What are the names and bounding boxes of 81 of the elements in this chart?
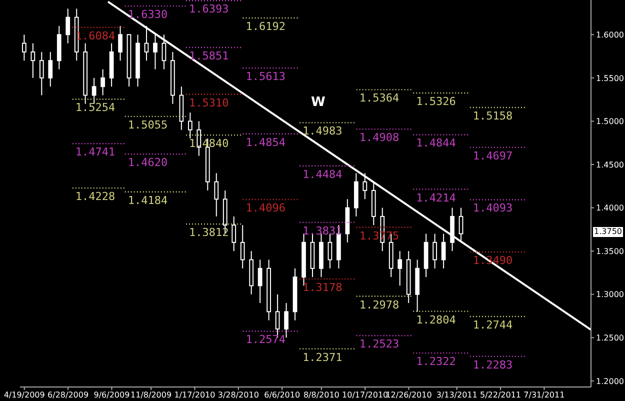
- candlestick: [188, 112, 192, 140]
- annotation: W: [310, 95, 326, 110]
- candlestick: [398, 250, 402, 286]
- candlestick: [39, 51, 44, 96]
- series-label: 1.2744: [472, 318, 514, 332]
- candlestick: [458, 207, 464, 243]
- series-label: 1.4697: [472, 149, 513, 162]
- candlestick: [92, 77, 96, 104]
- candlestick: [328, 233, 332, 269]
- candlestick: [232, 216, 236, 252]
- series-label: 1.4844: [416, 136, 456, 150]
- y-tick-label: 1.3500: [596, 246, 624, 256]
- candlestick: [144, 25, 149, 62]
- series-label: 1.3178: [302, 280, 342, 294]
- candlestick: [258, 259, 262, 304]
- candlestick: [432, 233, 437, 269]
- series-label: 1.4093: [472, 202, 513, 215]
- candlestick: [214, 172, 219, 217]
- series-label: 1.5364: [359, 92, 400, 105]
- series-label: 1.4484: [302, 168, 343, 181]
- y-tick-label: 1.4500: [596, 160, 624, 170]
- series-label: 1.5326: [416, 94, 456, 108]
- y-tick-label: 1.5000: [596, 117, 624, 126]
- series-label: 1.4096: [246, 201, 286, 214]
- x-tick-label: 12/26/2010: [386, 390, 432, 400]
- x-tick-label: 7/31/2011: [524, 390, 565, 400]
- candlestick: [240, 224, 245, 269]
- series-label: 1.4620: [128, 156, 168, 170]
- candlestick: [22, 34, 26, 62]
- series-label: 1.5613: [246, 70, 286, 84]
- x-tick-label: 10/17/2010: [342, 390, 388, 400]
- series-label: 1.2371: [302, 350, 342, 364]
- y-tick-label: 1.2000: [596, 376, 624, 386]
- candlestick: [162, 34, 166, 70]
- series-label: 1.4983: [302, 124, 342, 138]
- series-label: 1.4854: [246, 136, 286, 149]
- series-label: 1.4214: [416, 191, 456, 204]
- series-label: 1.6192: [246, 20, 286, 34]
- series-label: 1.2574: [246, 333, 286, 346]
- candlestick: [118, 25, 122, 62]
- candlestick: [66, 8, 70, 44]
- candlestick: [100, 68, 105, 96]
- series-label: 1.4908: [359, 131, 400, 144]
- series-label: 1.2283: [472, 358, 513, 372]
- series-label: 1.5055: [128, 118, 168, 132]
- y-tick-label: 1.3000: [596, 290, 624, 300]
- candlestick: [284, 302, 288, 338]
- y-tick-label: 1.2500: [596, 333, 624, 342]
- series-label: 1.5851: [188, 50, 229, 63]
- x-tick-label: 9/6/2009: [94, 390, 130, 400]
- series-label: 1.4184: [128, 194, 168, 207]
- series-label: 1.6393: [188, 2, 229, 16]
- series-label: 1.4228: [75, 190, 116, 204]
- series-label: 1.2978: [359, 298, 400, 312]
- x-tick-label: 6/28/2009: [48, 390, 89, 400]
- series-label: 1.5310: [188, 96, 229, 110]
- series-label: 1.5254: [75, 101, 116, 114]
- x-tick-label: 8/8/2010: [303, 390, 340, 400]
- text: 1.3750: [593, 227, 623, 237]
- series-label: 1.2523: [359, 338, 400, 351]
- x-tick-label: 5/22/2011: [480, 390, 522, 400]
- series-label: 1.2322: [416, 355, 456, 368]
- series-label: 1.5158: [472, 110, 513, 123]
- y-tick-label: 1.6000: [596, 30, 624, 40]
- x-tick-label: 1/17/2010: [174, 390, 216, 400]
- candlestick: [30, 42, 36, 78]
- y-tick-label: 1.5500: [596, 74, 624, 83]
- series-label: 1.2804: [416, 313, 456, 326]
- candlestick: [441, 233, 446, 269]
- x-tick-label: 6/6/2010: [264, 390, 300, 400]
- series-label: 1.6330: [128, 8, 168, 22]
- candlestick: [48, 51, 53, 88]
- x-tick-label: 4/19/2009: [4, 390, 45, 400]
- x-tick-label: 3/13/2011: [436, 390, 478, 400]
- candlestick: [153, 34, 158, 70]
- x-tick-label: 3/28/2010: [218, 390, 259, 400]
- x-tick-label: 11/8/2009: [130, 390, 172, 400]
- series-label: 1.4741: [75, 146, 116, 159]
- y-tick-label: 1.4000: [596, 204, 624, 213]
- candlestick: [362, 172, 368, 200]
- series-label: 1.3812: [188, 226, 229, 240]
